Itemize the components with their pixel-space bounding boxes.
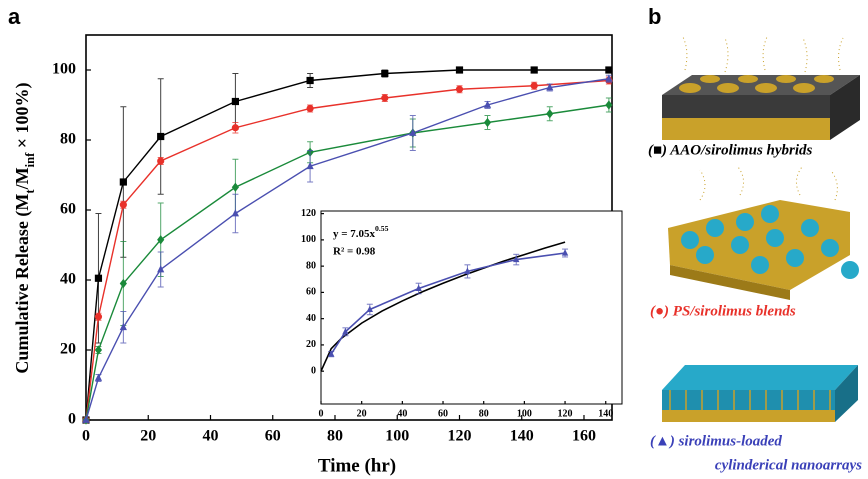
y-tick-label: 0 bbox=[311, 365, 316, 376]
marker bbox=[381, 69, 389, 78]
x-tick-label: 160 bbox=[572, 428, 596, 445]
script-text: t bbox=[23, 189, 37, 194]
marker bbox=[513, 255, 520, 263]
text-part: y = 7.05x bbox=[333, 228, 376, 240]
panel-label: a bbox=[8, 4, 21, 29]
marker bbox=[546, 109, 554, 119]
y-tick-label: 40 bbox=[60, 271, 76, 288]
x-tick-label: 0 bbox=[82, 428, 90, 445]
series-line bbox=[85, 78, 609, 421]
marker bbox=[342, 327, 349, 335]
x-tick-label: 140 bbox=[510, 428, 534, 445]
y-tick-label: 20 bbox=[60, 341, 76, 358]
marker bbox=[231, 97, 239, 106]
x-tick-label: 40 bbox=[397, 408, 407, 419]
marker bbox=[381, 94, 389, 102]
marker bbox=[530, 82, 538, 90]
marker bbox=[157, 235, 165, 245]
x-tick-label: 80 bbox=[479, 408, 489, 419]
marker bbox=[157, 157, 165, 165]
y-tick-label: 100 bbox=[301, 234, 316, 245]
caption: cylinderical nanoarrays bbox=[715, 457, 862, 473]
x-tick-label: 140 bbox=[598, 408, 613, 419]
x-tick-label: 0 bbox=[319, 408, 324, 419]
marker bbox=[409, 128, 417, 136]
text-part: /M bbox=[12, 167, 32, 190]
y-tick-label: 0 bbox=[68, 411, 76, 428]
marker bbox=[464, 267, 471, 274]
x-tick-label: 60 bbox=[265, 428, 281, 445]
x-tick-label: 100 bbox=[385, 428, 409, 445]
marker bbox=[231, 209, 239, 217]
marker bbox=[119, 178, 127, 186]
marker bbox=[306, 104, 314, 113]
x-tick-label: 100 bbox=[517, 408, 532, 419]
series-line bbox=[85, 79, 609, 421]
y-axis-label: Cumulative Release (Mt/Minf × 100%) bbox=[12, 82, 37, 373]
series-line bbox=[85, 104, 609, 421]
marker bbox=[415, 284, 422, 292]
y-tick-label: 80 bbox=[60, 131, 76, 148]
marker bbox=[82, 415, 90, 423]
marker bbox=[455, 66, 464, 74]
marker bbox=[530, 66, 538, 74]
text-part: Cumulative Release (M bbox=[12, 194, 33, 374]
marker bbox=[94, 274, 103, 282]
x-tick-label: 60 bbox=[438, 408, 448, 419]
y-tick-label: 80 bbox=[306, 260, 316, 271]
marker bbox=[306, 161, 314, 170]
marker bbox=[546, 83, 554, 91]
x-tick-label: 120 bbox=[447, 428, 471, 445]
marker bbox=[94, 345, 103, 355]
marker bbox=[306, 76, 314, 85]
y-tick-label: 60 bbox=[60, 201, 76, 218]
x-tick-label: 120 bbox=[558, 408, 573, 419]
caption: (●) PS/sirolimus blends bbox=[650, 303, 796, 319]
x-axis-label: Time (hr) bbox=[318, 455, 396, 476]
marker bbox=[119, 278, 127, 289]
marker bbox=[119, 201, 127, 209]
marker bbox=[605, 74, 613, 82]
marker bbox=[157, 265, 165, 273]
equation: y = 7.05x0.55 bbox=[333, 224, 389, 239]
marker bbox=[561, 249, 569, 256]
caption: (▲) sirolimus-loaded bbox=[650, 433, 782, 449]
marker bbox=[157, 132, 165, 141]
y-tick-label: 120 bbox=[301, 208, 316, 219]
plot-frame bbox=[320, 210, 623, 405]
marker bbox=[455, 85, 464, 93]
caption: (■) AAO/sirolimus hybrids bbox=[648, 142, 813, 158]
script-text: inf bbox=[23, 152, 37, 168]
y-tick-label: 60 bbox=[306, 287, 316, 298]
marker bbox=[231, 182, 239, 192]
y-tick-label: 40 bbox=[306, 313, 316, 324]
marker bbox=[605, 100, 613, 110]
marker bbox=[483, 117, 492, 128]
y-tick-label: 100 bbox=[52, 61, 76, 78]
marker bbox=[605, 66, 613, 74]
x-tick-label: 20 bbox=[357, 408, 367, 419]
r-squared: R² = 0.98 bbox=[333, 246, 376, 258]
panel-label: b bbox=[648, 4, 661, 29]
marker bbox=[366, 305, 374, 313]
illustration-aao bbox=[662, 34, 860, 140]
illustration-nanoarray bbox=[662, 365, 858, 422]
x-tick-label: 20 bbox=[140, 428, 156, 445]
text-part: × 100%) bbox=[12, 82, 33, 152]
marker bbox=[94, 313, 103, 321]
series-line bbox=[85, 69, 609, 421]
x-tick-label: 40 bbox=[202, 428, 218, 445]
script-text: 0.55 bbox=[375, 224, 389, 233]
x-tick-label: 80 bbox=[327, 428, 343, 445]
illustration-ps bbox=[668, 166, 859, 300]
marker bbox=[231, 124, 239, 132]
marker bbox=[483, 100, 492, 108]
marker bbox=[327, 350, 335, 357]
marker bbox=[119, 322, 127, 331]
marker bbox=[94, 373, 103, 381]
y-tick-label: 20 bbox=[306, 339, 316, 350]
